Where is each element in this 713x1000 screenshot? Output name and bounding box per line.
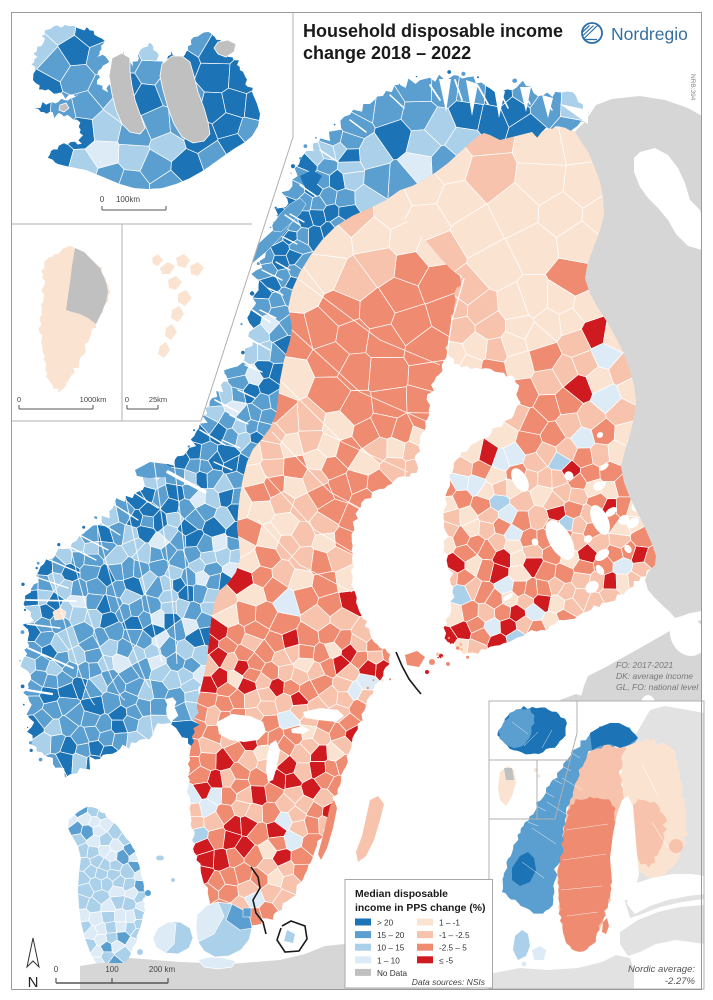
svg-text:Household disposable income: Household disposable income <box>303 21 563 41</box>
svg-text:Data sources: NSIs: Data sources: NSIs <box>412 977 486 987</box>
svg-text:N: N <box>28 974 39 991</box>
svg-text:-2.27%: -2.27% <box>665 976 696 987</box>
svg-text:> 20: > 20 <box>377 919 394 928</box>
svg-text:1000km: 1000km <box>80 395 107 404</box>
svg-text:change 2018 – 2022: change 2018 – 2022 <box>303 43 471 63</box>
svg-text:1 – -1: 1 – -1 <box>439 919 460 928</box>
svg-text:100km: 100km <box>116 195 140 204</box>
svg-text:Nordic average:: Nordic average: <box>628 964 695 975</box>
svg-text:≤ -5: ≤ -5 <box>439 956 453 965</box>
svg-text:GL, FO: national level: GL, FO: national level <box>616 682 699 692</box>
svg-text:NRB:394: NRB:394 <box>689 74 696 101</box>
svg-text:Nordregio: Nordregio <box>611 24 688 44</box>
svg-text:0: 0 <box>100 195 105 204</box>
svg-text:15 – 20: 15 – 20 <box>377 931 405 940</box>
svg-text:DK: average income: DK: average income <box>616 671 693 681</box>
svg-text:No Data: No Data <box>377 969 407 978</box>
svg-text:-1 – -2.5: -1 – -2.5 <box>439 931 470 940</box>
svg-text:-2.5 – 5: -2.5 – 5 <box>439 944 467 953</box>
svg-text:Median disposable: Median disposable <box>355 889 448 900</box>
svg-text:FO: 2017-2021: FO: 2017-2021 <box>616 660 673 670</box>
svg-text:25km: 25km <box>149 395 167 404</box>
svg-text:100: 100 <box>105 965 119 974</box>
svg-text:0: 0 <box>17 395 21 404</box>
svg-text:200 km: 200 km <box>149 965 176 974</box>
svg-text:income in PPS change (%): income in PPS change (%) <box>355 903 486 914</box>
svg-text:10 – 15: 10 – 15 <box>377 944 405 953</box>
svg-text:1 – 10: 1 – 10 <box>377 956 400 965</box>
svg-text:0: 0 <box>54 965 59 974</box>
svg-text:0: 0 <box>125 395 129 404</box>
